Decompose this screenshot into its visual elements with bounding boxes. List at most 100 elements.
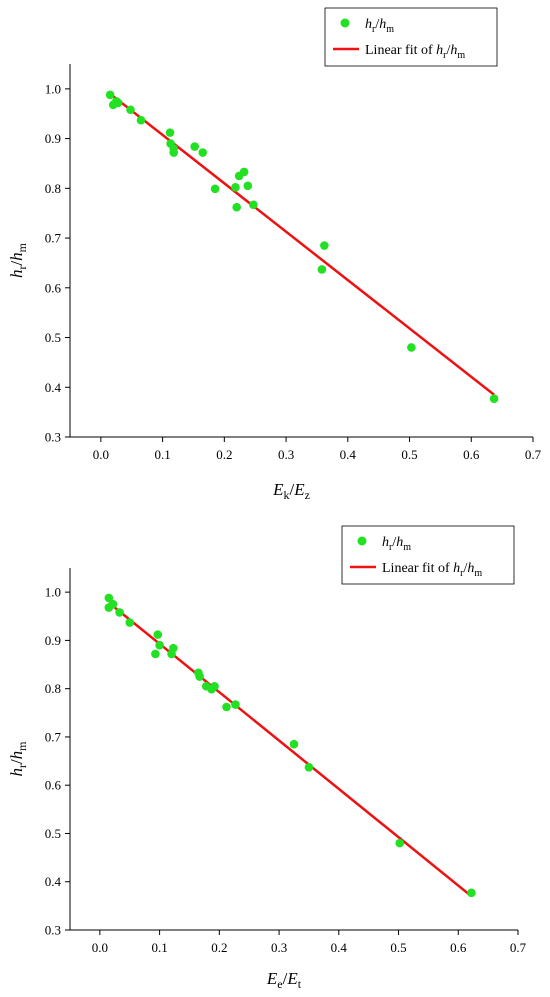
label-main2: E xyxy=(286,969,298,988)
data-point xyxy=(104,593,114,603)
label-sep: / xyxy=(375,17,379,32)
y-tick-label: 1.0 xyxy=(45,81,61,96)
x-tick-label: 0.5 xyxy=(390,940,406,955)
label-sub2: m xyxy=(457,50,465,61)
y-tick-label: 0.5 xyxy=(45,330,61,345)
x-tick-label: 0.0 xyxy=(93,447,109,462)
label-sub2: t xyxy=(298,977,302,991)
label-sep: / xyxy=(463,561,467,576)
x-tick-label: 0.1 xyxy=(151,940,167,955)
legend-label-points: hr/hm xyxy=(365,17,394,35)
data-point xyxy=(113,98,123,108)
data-point xyxy=(222,702,231,712)
label-sub2: m xyxy=(403,542,411,553)
data-point xyxy=(239,167,249,177)
x-tick-label: 0.7 xyxy=(525,447,542,462)
x-tick-label: 0.2 xyxy=(216,447,232,462)
label-sub2: m xyxy=(386,24,394,35)
label-sep: / xyxy=(392,535,396,550)
label-main2: h xyxy=(379,17,386,32)
y-axis-title: hr/hm xyxy=(7,741,29,777)
x-tick-label: 0.3 xyxy=(271,940,287,955)
data-point xyxy=(169,148,179,157)
fit-line xyxy=(109,92,495,396)
label-sub: r xyxy=(15,266,29,270)
data-point xyxy=(232,202,241,212)
data-point xyxy=(195,672,204,681)
y-tick-label: 0.8 xyxy=(45,681,61,696)
legend-label-fit: Linear fit of hr/hm xyxy=(365,43,465,61)
legend-box xyxy=(341,525,515,585)
x-tick-label: 0.3 xyxy=(278,447,294,462)
y-tick-label: 0.9 xyxy=(45,633,61,648)
x-tick-label: 0.6 xyxy=(450,940,467,955)
data-point xyxy=(198,148,208,157)
x-axis-title: Ee/Et xyxy=(266,969,302,991)
legend-point-marker xyxy=(340,18,350,28)
data-point xyxy=(105,90,115,100)
label-sub2: m xyxy=(15,242,29,252)
data-point xyxy=(190,142,200,151)
x-axis-title: Ek/Ez xyxy=(272,480,310,502)
label-sub2: z xyxy=(305,488,310,502)
label-sub: e xyxy=(277,977,282,991)
y-axis-title: hr/hm xyxy=(7,242,29,278)
y-tick-label: 1.0 xyxy=(45,585,61,600)
label-main: h xyxy=(7,270,26,279)
label-sub: r xyxy=(372,24,376,35)
data-point xyxy=(125,618,135,627)
label-sub: r xyxy=(389,542,393,553)
label-sub: k xyxy=(283,488,289,502)
data-point xyxy=(231,183,240,192)
chart-panel-1: 0.0 0.1 0.2 0.3 0.4 0.5 0.6 0.7 0.3 0.4 0.5 0.6 0.7 0… xyxy=(7,7,542,502)
label-main2: h xyxy=(7,751,26,760)
data-point xyxy=(165,128,175,137)
label-sep: / xyxy=(289,480,294,499)
data-point xyxy=(151,649,160,659)
label-main: h xyxy=(365,17,372,32)
data-point xyxy=(243,181,253,191)
data-point xyxy=(317,265,327,274)
x-tick-label: 0.0 xyxy=(92,940,108,955)
x-tick-label: 0.4 xyxy=(331,940,348,955)
y-tick-label: 0.8 xyxy=(45,181,61,196)
y-tick-label: 0.6 xyxy=(45,778,62,793)
label-sep: / xyxy=(283,969,288,988)
y-tick-label: 0.7 xyxy=(45,231,62,246)
data-point xyxy=(489,394,499,404)
label-sub: r xyxy=(15,764,29,768)
label-sep: / xyxy=(446,43,450,58)
label-main: h xyxy=(436,43,443,58)
y-tick-label: 0.3 xyxy=(45,430,61,445)
legend-label-points: hr/hm xyxy=(382,535,411,553)
legend-fit-prefix: Linear fit of xyxy=(382,561,453,576)
x-tick-label: 0.4 xyxy=(340,447,357,462)
label-main2: E xyxy=(293,480,305,499)
y-tick-label: 0.5 xyxy=(45,826,61,841)
x-tick-label: 0.7 xyxy=(510,940,527,955)
label-main: h xyxy=(382,535,389,550)
data-point xyxy=(210,184,220,194)
data-point xyxy=(304,763,314,772)
data-point xyxy=(210,681,219,691)
chart-panel-2: 0.0 0.1 0.2 0.3 0.4 0.5 0.6 0.7 0.3 0.4 0.5 0.6 0.7 0… xyxy=(7,525,527,991)
y-tick-label: 0.3 xyxy=(45,923,61,938)
x-tick-label: 0.2 xyxy=(211,940,227,955)
legend-label-fit: Linear fit of hr/hm xyxy=(382,561,482,579)
label-main2: h xyxy=(450,43,457,58)
data-point xyxy=(249,200,258,210)
label-sub: r xyxy=(443,50,447,61)
data-point xyxy=(407,343,416,352)
legend-box xyxy=(324,7,498,67)
legend-fit-prefix: Linear fit of xyxy=(365,43,436,58)
label-main2: h xyxy=(7,252,26,261)
data-point xyxy=(155,640,164,650)
data-point xyxy=(320,241,329,250)
data-point xyxy=(153,630,163,639)
label-sub: r xyxy=(460,568,464,579)
x-tick-label: 0.6 xyxy=(463,447,480,462)
data-point xyxy=(395,838,405,848)
legend-point-marker xyxy=(357,536,367,546)
data-point xyxy=(108,599,118,609)
